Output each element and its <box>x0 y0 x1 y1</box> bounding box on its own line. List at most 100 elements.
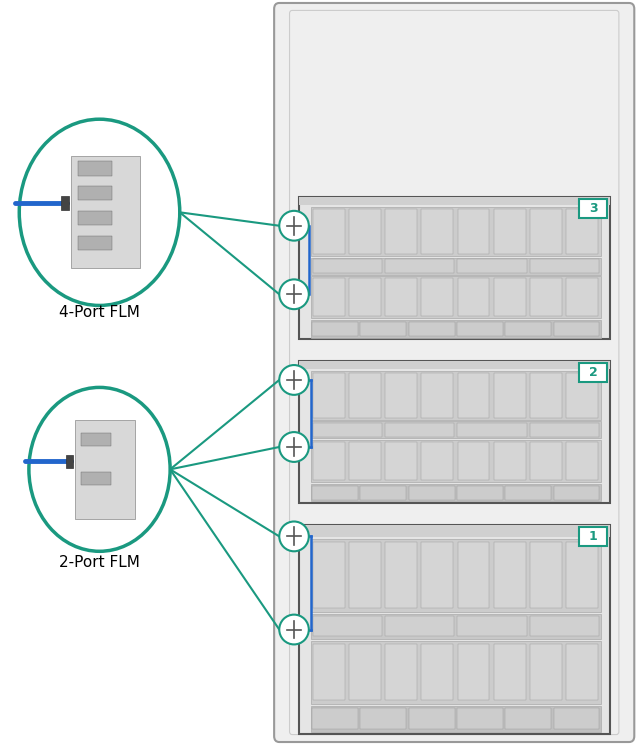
Bar <box>457 486 503 500</box>
Bar <box>530 278 562 317</box>
Bar <box>421 209 453 254</box>
Bar <box>65 454 73 468</box>
Bar <box>494 542 526 608</box>
Bar <box>78 161 112 176</box>
Bar <box>311 422 600 439</box>
Bar <box>458 209 489 254</box>
Bar <box>458 278 489 317</box>
Bar <box>311 539 600 612</box>
Bar <box>530 259 599 273</box>
FancyBboxPatch shape <box>274 3 634 742</box>
Bar <box>385 442 417 481</box>
Bar <box>553 486 600 500</box>
Text: 4-Port FLM: 4-Port FLM <box>59 305 140 320</box>
Bar <box>421 644 453 700</box>
Bar <box>566 209 598 254</box>
Bar <box>457 322 503 336</box>
Bar <box>78 186 112 200</box>
Bar <box>299 197 610 205</box>
Bar <box>409 708 455 729</box>
Bar <box>505 708 551 729</box>
Text: 2-Port FLM: 2-Port FLM <box>59 555 140 570</box>
Bar <box>494 209 526 254</box>
Bar <box>313 259 382 273</box>
Bar <box>71 156 139 268</box>
Bar <box>311 706 600 732</box>
Bar <box>494 442 526 481</box>
Bar <box>299 525 610 734</box>
Bar <box>313 373 345 418</box>
Bar <box>311 276 600 318</box>
Bar <box>458 542 489 608</box>
Bar <box>313 644 345 700</box>
Bar <box>385 278 417 317</box>
Ellipse shape <box>279 365 309 395</box>
Ellipse shape <box>279 615 309 644</box>
Bar <box>312 486 358 500</box>
Bar <box>313 442 345 481</box>
Bar <box>566 442 598 481</box>
Bar <box>361 322 406 336</box>
Bar <box>457 708 503 729</box>
Bar <box>494 373 526 418</box>
Bar <box>313 616 382 636</box>
Bar <box>553 708 600 729</box>
Bar <box>349 209 381 254</box>
Bar <box>566 278 598 317</box>
Bar <box>421 442 453 481</box>
Bar <box>313 209 345 254</box>
Bar <box>457 259 526 273</box>
Circle shape <box>29 387 170 551</box>
Bar <box>313 278 345 317</box>
Text: 2: 2 <box>589 366 598 379</box>
Bar <box>74 420 135 519</box>
Bar <box>458 442 489 481</box>
Bar <box>81 472 111 485</box>
Bar <box>311 440 600 482</box>
Bar <box>385 423 454 437</box>
Bar <box>299 361 610 369</box>
Bar <box>385 259 454 273</box>
Bar <box>349 278 381 317</box>
Bar <box>299 525 610 536</box>
Bar <box>361 486 406 500</box>
Text: 1: 1 <box>589 530 598 543</box>
Bar <box>312 322 358 336</box>
Bar <box>385 542 417 608</box>
Bar <box>349 644 381 700</box>
Bar <box>409 322 455 336</box>
Bar <box>566 644 598 700</box>
Bar <box>81 433 111 446</box>
Bar <box>349 442 381 481</box>
Ellipse shape <box>279 432 309 462</box>
Bar <box>311 206 600 256</box>
Bar <box>311 641 600 703</box>
Bar <box>530 209 562 254</box>
Bar <box>299 197 610 339</box>
Text: 3: 3 <box>589 202 598 215</box>
FancyBboxPatch shape <box>579 363 607 382</box>
Bar <box>494 278 526 317</box>
Bar <box>458 644 489 700</box>
Bar <box>311 370 600 420</box>
Bar <box>312 708 358 729</box>
Bar <box>457 616 526 636</box>
Bar <box>385 373 417 418</box>
Bar <box>421 542 453 608</box>
Bar <box>505 486 551 500</box>
Bar <box>311 484 600 501</box>
Bar <box>421 278 453 317</box>
Bar <box>349 373 381 418</box>
Bar <box>530 373 562 418</box>
Bar <box>349 542 381 608</box>
Bar <box>530 423 599 437</box>
Ellipse shape <box>279 279 309 309</box>
Bar <box>457 423 526 437</box>
Bar <box>313 542 345 608</box>
Bar <box>61 196 69 210</box>
Bar <box>311 614 600 639</box>
Bar <box>385 209 417 254</box>
Bar <box>566 373 598 418</box>
Bar <box>313 423 382 437</box>
Bar <box>421 373 453 418</box>
